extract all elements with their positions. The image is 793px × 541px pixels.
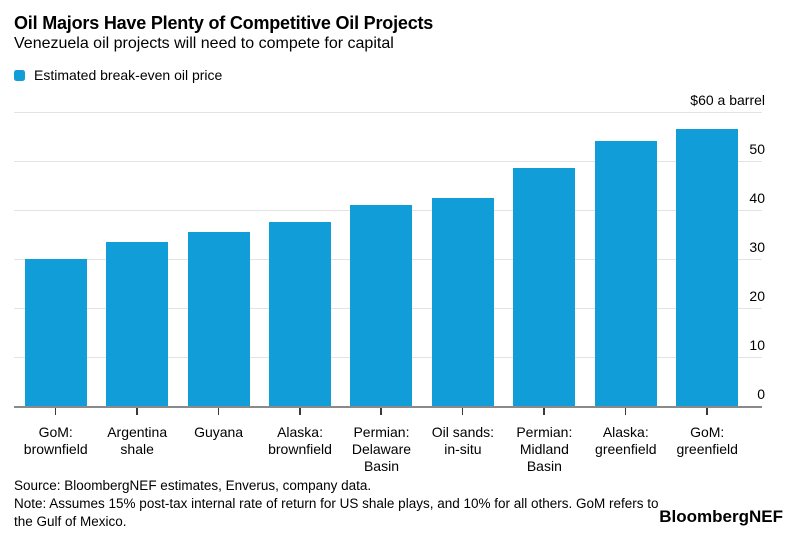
- x-axis-baseline: [14, 406, 762, 408]
- grid-line: [14, 161, 762, 162]
- axis-tick: [624, 408, 627, 415]
- bar: [269, 222, 332, 406]
- bars-row: [15, 112, 748, 415]
- y-tick-label: 0: [757, 386, 765, 402]
- page-title: Oil Majors Have Plenty of Competitive Oi…: [14, 13, 434, 33]
- axis-tick: [543, 408, 545, 415]
- y-tick-label: 50: [749, 141, 765, 157]
- y-tick-label: 30: [749, 239, 765, 255]
- legend-label: Estimated break-even oil price: [34, 67, 223, 83]
- x-tick-label: Alaska: greenfield: [595, 424, 657, 457]
- axis-tick: [461, 408, 464, 415]
- x-tick-label: GoM: greenfield: [676, 424, 738, 457]
- x-tick-label: Permian: Midland Basin: [516, 424, 573, 474]
- axis-tick: [380, 408, 382, 415]
- bar-slot: [178, 112, 259, 415]
- x-tick-label: GoM: brownfield: [23, 424, 88, 457]
- bar-slot: [504, 112, 585, 415]
- source-note: Source: BloombergNEF estimates, Enverus,…: [14, 478, 372, 493]
- x-axis-labels: GoM: brownfield Argentina shale Guyana Alas…: [15, 424, 748, 475]
- bar: [350, 205, 413, 406]
- axis-tick: [54, 408, 57, 415]
- y-axis-unit-label: $60 a barrel: [690, 92, 765, 108]
- bar: [594, 141, 657, 406]
- bar-slot: [667, 112, 748, 415]
- legend-swatch-icon: [14, 70, 25, 81]
- bar-slot: [15, 112, 96, 415]
- methodology-note: Note: Assumes 15% post-tax internal rate…: [14, 495, 659, 531]
- axis-tick: [136, 408, 138, 415]
- legend: Estimated break-even oil price: [14, 68, 222, 83]
- brand-logo: BloombergNEF: [659, 507, 783, 526]
- bar-slot: [259, 112, 340, 415]
- bar: [106, 241, 169, 406]
- x-tick-label: Oil sands: in-situ: [431, 424, 495, 457]
- y-tick-label: 10: [749, 337, 765, 353]
- page-subtitle: Venezuela oil projects will need to comp…: [14, 35, 394, 52]
- grid-line: [14, 112, 762, 113]
- bar-slot: [341, 112, 422, 415]
- axis-tick: [706, 408, 708, 415]
- bar: [187, 232, 250, 406]
- y-tick-label: 40: [749, 190, 765, 206]
- bar-slot: [96, 112, 177, 415]
- bar: [513, 168, 576, 406]
- bar: [24, 259, 87, 406]
- bar-slot: [585, 112, 666, 415]
- axis-tick: [217, 408, 220, 415]
- plot-area: 0 10 20 30 40 50 $60 a barrel: [14, 93, 765, 415]
- bar-slot: [422, 112, 503, 415]
- x-tick-label: Permian: Delaware Basin: [351, 424, 412, 474]
- x-tick-label: Argentina shale: [107, 424, 168, 457]
- y-tick-label: 20: [749, 288, 765, 304]
- x-tick-label: Guyana: [194, 424, 244, 440]
- methodology-note-line: Note: Assumes 15% post-tax internal rate…: [14, 496, 659, 511]
- x-tick-label: Alaska: brownfield: [268, 424, 332, 457]
- bar: [431, 197, 494, 406]
- methodology-note-line: the Gulf of Mexico.: [14, 514, 127, 529]
- axis-tick: [299, 408, 301, 415]
- bar: [676, 129, 739, 406]
